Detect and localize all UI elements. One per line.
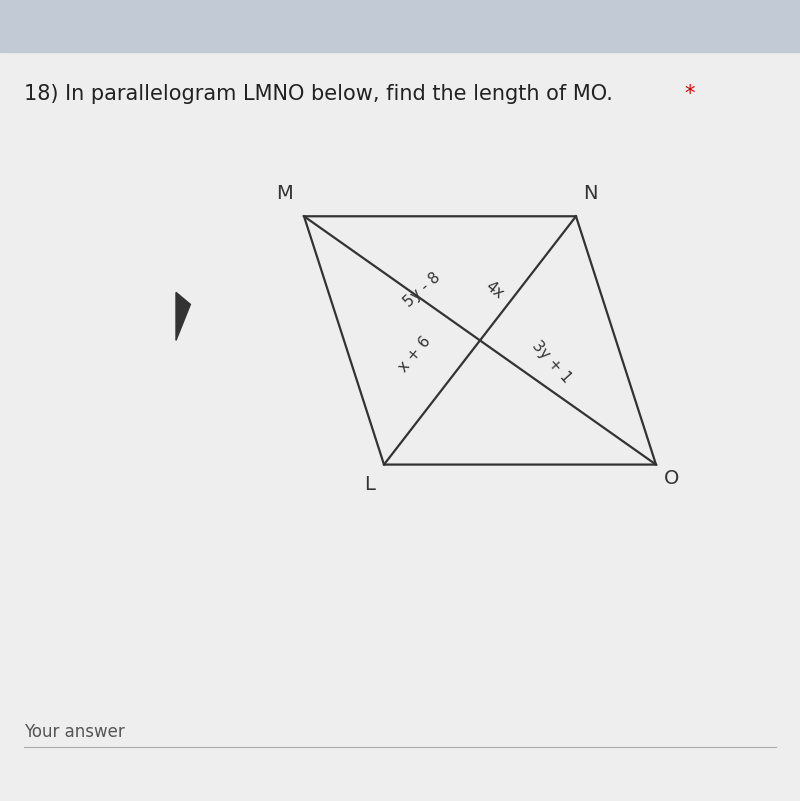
- Text: x + 6: x + 6: [395, 333, 434, 375]
- Text: M: M: [276, 184, 292, 203]
- Polygon shape: [176, 292, 190, 340]
- Text: N: N: [583, 184, 598, 203]
- Text: O: O: [664, 469, 680, 489]
- Text: Your answer: Your answer: [24, 723, 125, 741]
- Text: *: *: [684, 84, 694, 104]
- Bar: [0, 0, 800, 52]
- Text: 5y - 8: 5y - 8: [402, 270, 443, 310]
- Text: L: L: [364, 475, 375, 494]
- Text: 3y + 1: 3y + 1: [530, 338, 574, 386]
- Text: 4x: 4x: [482, 278, 506, 302]
- Text: 18) In parallelogram LMNO below, find the length of MO.: 18) In parallelogram LMNO below, find th…: [24, 84, 619, 104]
